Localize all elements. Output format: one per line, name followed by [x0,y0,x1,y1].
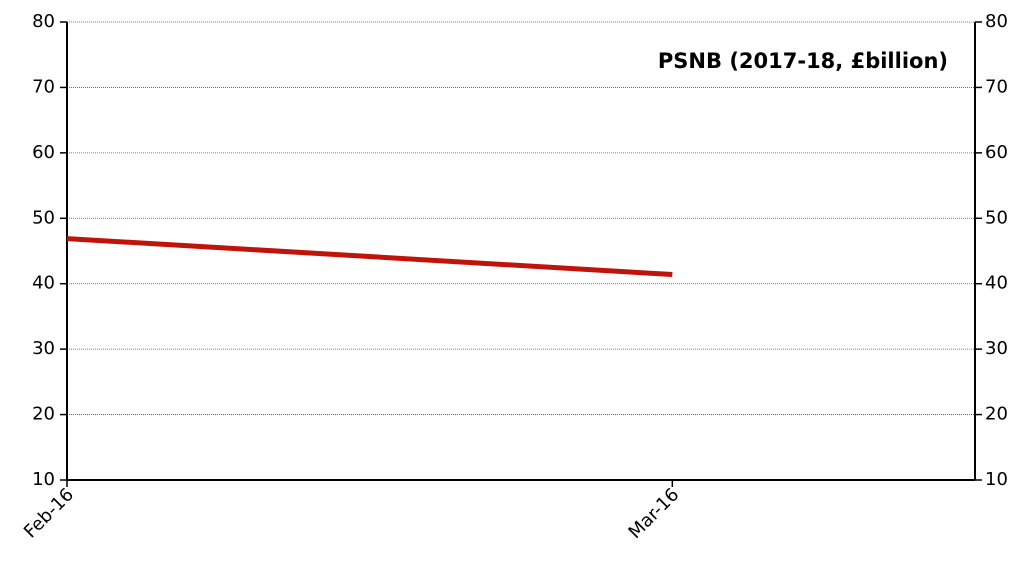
y2-tick-label: 80 [985,11,1008,32]
y2-tick-label: 60 [985,142,1008,163]
y2-tick-label: 30 [985,338,1008,359]
y2-tick-label: 70 [985,76,1008,97]
y-tick-label: 40 [32,273,55,294]
y-tick-label: 20 [32,404,55,425]
y-tick-label: 10 [32,469,55,490]
y2-tick-label: 40 [985,273,1008,294]
y-tick-label: 50 [32,207,55,228]
chart-title: PSNB (2017-18, £billion) [658,49,948,73]
y2-tick-label: 50 [985,207,1008,228]
y-tick-label: 60 [32,142,55,163]
y-tick-label: 80 [32,11,55,32]
y2-tick-label: 20 [985,404,1008,425]
x-tick-label: Feb-16 [20,484,78,542]
line-series [66,236,673,278]
x-tick-label: Mar-16 [625,484,684,543]
y-tick-label: 70 [32,76,55,97]
y-tick-label: 30 [32,338,55,359]
y2-tick-label: 10 [985,469,1008,490]
